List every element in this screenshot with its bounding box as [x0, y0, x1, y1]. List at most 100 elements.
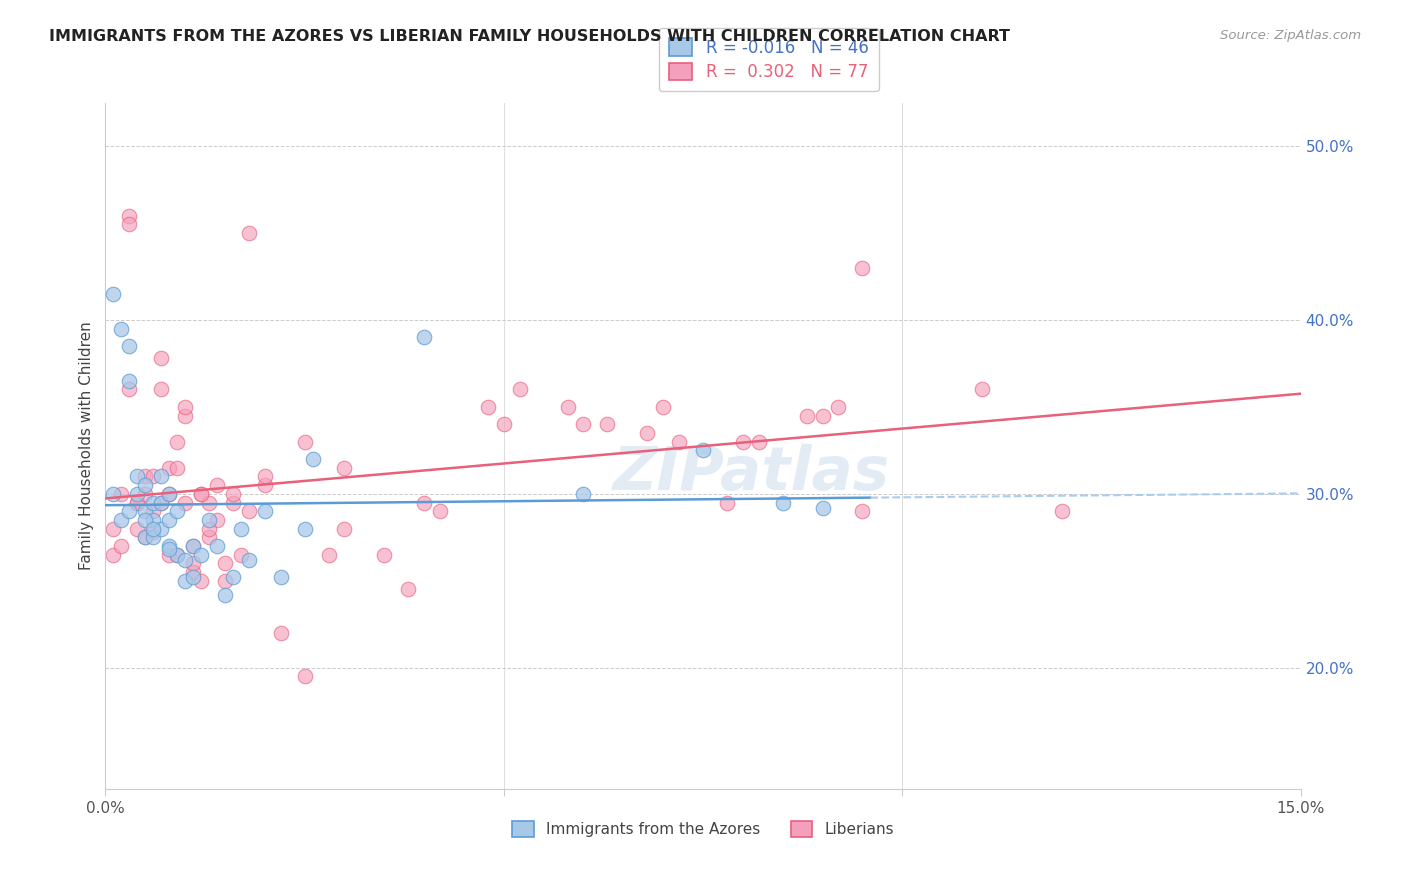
Point [294, 669, 316, 683]
Point [253, 478, 276, 492]
Point [811, 409, 834, 423]
Point [668, 434, 690, 449]
Point [174, 553, 197, 567]
Point [118, 217, 141, 231]
Legend: Immigrants from the Azores, Liberians: Immigrants from the Azores, Liberians [506, 815, 900, 844]
Point [270, 626, 292, 640]
Point [253, 469, 276, 483]
Point [142, 469, 165, 483]
Point [181, 539, 204, 553]
Point [142, 522, 165, 536]
Point [150, 495, 173, 509]
Point [636, 425, 658, 440]
Point [238, 553, 260, 567]
Point [181, 557, 204, 571]
Point [333, 460, 356, 475]
Point [318, 548, 340, 562]
Point [222, 570, 245, 584]
Point [222, 487, 245, 501]
Point [174, 400, 197, 414]
Point [477, 400, 499, 414]
Point [205, 513, 228, 527]
Point [134, 530, 156, 544]
Point [118, 209, 141, 223]
Point [142, 495, 165, 509]
Point [373, 548, 395, 562]
Point [134, 504, 156, 518]
Point [134, 530, 156, 544]
Point [294, 522, 316, 536]
Point [238, 504, 260, 518]
Point [716, 495, 738, 509]
Point [413, 330, 436, 344]
Point [596, 417, 619, 432]
Point [150, 522, 173, 536]
Point [174, 495, 197, 509]
Point [174, 409, 197, 423]
Point [157, 513, 180, 527]
Point [181, 570, 204, 584]
Point [692, 443, 714, 458]
Point [190, 487, 212, 501]
Point [157, 487, 180, 501]
Point [238, 226, 260, 240]
Point [127, 522, 149, 536]
Point [142, 513, 165, 527]
Point [134, 487, 156, 501]
Point [190, 548, 212, 562]
Point [198, 522, 221, 536]
Y-axis label: Family Households with Children: Family Households with Children [79, 322, 94, 570]
Point [222, 495, 245, 509]
Point [166, 548, 188, 562]
Point [110, 513, 132, 527]
Point [127, 495, 149, 509]
Point [150, 351, 173, 366]
Point [142, 530, 165, 544]
Point [142, 504, 165, 518]
Point [572, 487, 595, 501]
Point [294, 434, 316, 449]
Point [118, 504, 141, 518]
Point [103, 487, 125, 501]
Point [103, 286, 125, 301]
Point [851, 260, 873, 275]
Point [166, 434, 188, 449]
Point [198, 513, 221, 527]
Point [572, 417, 595, 432]
Point [229, 522, 252, 536]
Point [174, 574, 197, 588]
Point [214, 557, 236, 571]
Point [396, 582, 419, 597]
Point [150, 383, 173, 397]
Point [166, 460, 188, 475]
Point [103, 522, 125, 536]
Point [190, 574, 212, 588]
Point [157, 542, 180, 557]
Point [157, 487, 180, 501]
Point [127, 495, 149, 509]
Text: IMMIGRANTS FROM THE AZORES VS LIBERIAN FAMILY HOUSEHOLDS WITH CHILDREN CORRELATI: IMMIGRANTS FROM THE AZORES VS LIBERIAN F… [49, 29, 1010, 44]
Point [166, 504, 188, 518]
Point [301, 452, 323, 467]
Point [205, 539, 228, 553]
Point [970, 383, 993, 397]
Point [110, 487, 132, 501]
Point [118, 339, 141, 353]
Point [150, 469, 173, 483]
Point [772, 495, 794, 509]
Point [811, 500, 834, 515]
Point [190, 487, 212, 501]
Point [134, 469, 156, 483]
Point [205, 478, 228, 492]
Point [492, 417, 515, 432]
Point [157, 548, 180, 562]
Point [270, 570, 292, 584]
Point [214, 588, 236, 602]
Point [253, 504, 276, 518]
Point [652, 400, 675, 414]
Point [118, 374, 141, 388]
Point [134, 478, 156, 492]
Point [333, 522, 356, 536]
Point [110, 321, 132, 335]
Point [509, 383, 531, 397]
